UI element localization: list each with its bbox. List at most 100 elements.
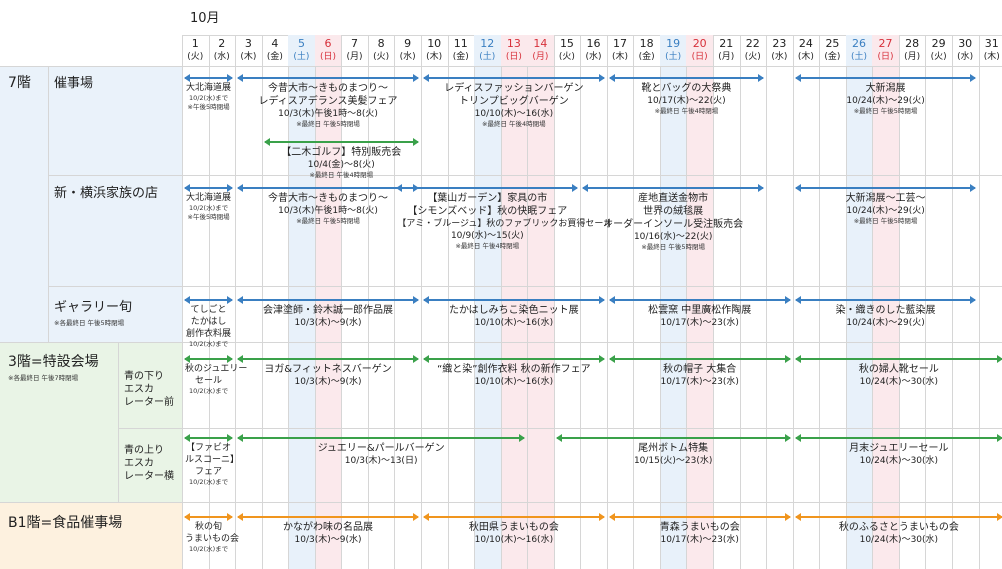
event-span-arrow <box>184 74 234 82</box>
arrow-head-icon <box>412 296 419 304</box>
event-title: レディスファッションバーゲン <box>444 83 584 94</box>
event-item[interactable]: 秋のジュエリー セール 10/2(水)まで <box>185 363 247 396</box>
event-span-arrow <box>422 74 605 82</box>
arrow-tail-icon <box>794 296 801 304</box>
day-gridline <box>500 35 502 569</box>
event-item[interactable]: てしごと たかはし 創作衣料展 10/2(水)まで <box>185 304 232 349</box>
event-item[interactable]: 大新潟展～工芸～ 10/24(木)～29(火) ※最終日 午後5時閉場 <box>796 192 976 226</box>
day-gridline <box>713 35 714 569</box>
day-number: 6 <box>324 37 332 50</box>
event-item[interactable]: 産地直送金物市 世界の絨毯展 オーダーインソール受注販売会 10/16(水)～22(火… <box>583 192 763 252</box>
event-dates: 10/3(木)午後1時～8(火) <box>278 109 378 119</box>
event-dates: 10/3(木)～9(水) <box>294 535 362 545</box>
event-item[interactable]: かながわ味の名品展 10/3(木)～9(水) <box>238 521 418 546</box>
arrow-head-icon <box>227 74 234 82</box>
event-item[interactable]: 松雲窯 中里廣松作陶展 10/17(木)～23(水) <box>610 304 790 329</box>
arrow-head-icon <box>997 513 1002 521</box>
day-header: 20 (日) <box>686 35 713 66</box>
event-item[interactable]: 秋の旬 うまいもの会 10/2(水)まで <box>185 521 239 554</box>
weekday-label: (木) <box>612 52 629 62</box>
weekday-label: (火) <box>373 52 390 62</box>
day-number: 26 <box>852 37 866 50</box>
event-title: 松雲窯 中里廣松作陶展 <box>648 305 752 316</box>
event-note: ※最終日 午後4時閉場 <box>654 107 719 115</box>
event-item[interactable]: レディスファッションバーゲン トリンプビッグバーゲン 10/10(木)～16(水) ※… <box>424 82 604 129</box>
event-item[interactable]: “織と染”創作衣料 秋の新作フェア 10/10(木)～16(水) <box>424 363 604 388</box>
event-item[interactable]: 秋のふるさとうまいもの会 10/24(木)～30(水) <box>796 521 1002 546</box>
event-item[interactable]: 染・織きのした藍染展 10/24(木)～29(火) <box>796 304 976 329</box>
event-span-arrow <box>184 434 234 442</box>
arrow-tail-icon <box>582 184 589 192</box>
event-item[interactable]: 秋の帽子 大集合 10/17(木)～23(水) <box>610 363 790 388</box>
event-item[interactable]: ジュエリー&パールバーゲン 10/3(木)～13(日) <box>238 442 524 467</box>
event-item[interactable]: 尾州ボトム特集 10/15(火)～23(水) <box>557 442 790 467</box>
day-header: 22 (火) <box>740 35 767 66</box>
day-header: 6 (日) <box>314 35 342 66</box>
weekday-label: (金) <box>452 52 469 62</box>
event-note: ※最終日 午後5時閉場 <box>853 107 918 115</box>
day-gridline <box>633 35 635 569</box>
event-dates: 10/10(木)～16(水) <box>474 109 554 119</box>
event-item[interactable]: 大北海道展 10/2(水)まで ※午後5時閉場 <box>185 82 232 112</box>
weekday-label: (日) <box>505 52 522 62</box>
event-item[interactable]: 青森うまいもの会 10/17(木)～23(水) <box>610 521 790 546</box>
event-title: 秋の婦人靴セール <box>858 364 939 375</box>
event-item[interactable]: 会津塗師・鈴木誠一郎作品展 10/3(木)～9(水) <box>238 304 418 329</box>
event-item[interactable]: 【葉山ガーデン】家具の市 【シモンズベッド】秋の快眠フェア 【アミ・ブルージュ】秋の… <box>397 192 612 251</box>
arrow-tail-icon <box>396 184 403 192</box>
event-item[interactable]: 今昔大市～きものまつり～ レディスアデランス美髪フェア 10/3(木)午後1時～8(… <box>238 82 418 129</box>
event-item[interactable]: 月末ジュエリーセール 10/24(木)～30(水) <box>796 442 1002 467</box>
event-title: かながわ味の名品展 <box>283 522 374 533</box>
day-gridline <box>420 35 422 569</box>
event-item[interactable]: 靴とバッグの大祭典 10/17(木)～22(火) ※最終日 午後4時閉場 <box>610 82 763 116</box>
row-divider-7f-a <box>48 175 1002 176</box>
day-header: 7 (月) <box>341 35 368 66</box>
arrow-tail-icon <box>237 296 244 304</box>
floor-divider-3f <box>0 342 1002 343</box>
day-header: 19 (土) <box>659 35 687 66</box>
event-item[interactable]: 【二木ゴルフ】特別販売会 10/4(金)～8(火) ※最終日 午後4時閉場 <box>265 146 418 180</box>
weekday-label: (日) <box>691 52 708 62</box>
day-gridline <box>341 35 343 569</box>
day-number: 25 <box>825 37 840 50</box>
weekday-label: (木) <box>797 52 814 62</box>
event-item[interactable]: ヨガ&フィットネスバーゲン 10/3(木)～9(水) <box>238 363 418 388</box>
event-dates: 【ファビオ <box>186 443 232 453</box>
day-header: 8 (火) <box>368 35 395 66</box>
event-item[interactable]: 今昔大市～きものまつり～ 10/3(木)午後1時～8(火) ※最終日 午後5時閉場 <box>238 192 418 226</box>
arrow-head-icon <box>412 355 419 363</box>
arrow-tail-icon <box>237 184 244 192</box>
event-item[interactable]: 大新潟展 10/24(木)～29(火) ※最終日 午後5時閉場 <box>796 82 976 116</box>
weekday-label: (土) <box>479 52 496 62</box>
weekday-label: (月) <box>904 52 921 62</box>
arrow-tail-icon <box>237 513 244 521</box>
event-title: オーダーインソール受注販売会 <box>603 219 744 230</box>
event-item[interactable]: 【ファビオ ルスコーニ】 フェア 10/2(水)まで <box>185 442 239 487</box>
event-item[interactable]: 秋の婦人靴セール 10/24(木)～30(水) <box>796 363 1002 388</box>
weekday-label: (火) <box>744 52 761 62</box>
day-header: 28 (月) <box>899 35 926 66</box>
event-title: 青森うまいもの会 <box>659 522 740 533</box>
event-title: ジュエリー&パールバーゲン <box>317 443 445 454</box>
event-note: ※午後5時閉場 <box>187 103 230 111</box>
arrow-head-icon <box>227 184 234 192</box>
day-header: 26 (土) <box>845 35 873 66</box>
weekday-label: (月) <box>718 52 735 62</box>
arrow-tail-icon <box>237 355 244 363</box>
event-item[interactable]: 大北海道展 10/2(水)まで ※午後5時閉場 <box>185 192 232 222</box>
event-dates: 10/17(木)～23(水) <box>660 535 739 545</box>
event-dates: 10/17(木)～23(水) <box>660 377 739 387</box>
event-item[interactable]: たかはしみちこ染色ニット展 10/10(木)～16(水) <box>424 304 604 329</box>
event-item[interactable]: 秋田県うまいもの会 10/10(木)～16(水) <box>424 521 604 546</box>
day-gridline <box>474 35 476 569</box>
weekday-label: (金) <box>638 52 655 62</box>
day-number: 20 <box>692 37 707 50</box>
floor-3-label: 3階=特設会場 <box>8 354 99 370</box>
floor-divider-b1 <box>0 502 1002 503</box>
weekday-label: (木) <box>240 52 257 62</box>
header-bottom-line <box>0 66 1002 67</box>
month-label: 10月 <box>190 11 220 26</box>
day-header: 25 (金) <box>819 35 846 66</box>
event-dates: 10/24(木)～29(火) <box>846 318 925 328</box>
day-gridline <box>314 35 316 569</box>
